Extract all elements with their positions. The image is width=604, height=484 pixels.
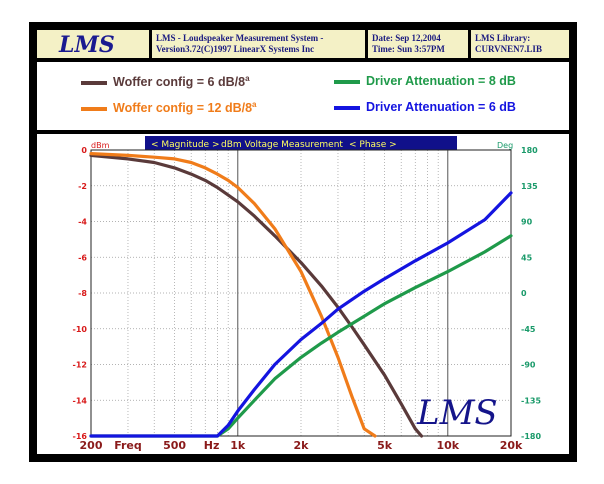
legend-item-driver-6db: Driver Attenuation = 6 dB — [334, 100, 516, 114]
right-tick-label: 45 — [521, 253, 533, 262]
x-tick-label: 5k — [377, 439, 393, 452]
header-title: LMS - Loudspeaker Measurement System - V… — [152, 30, 365, 58]
lms-logo-icon: LMS — [58, 32, 115, 58]
series-line-2 — [89, 152, 377, 438]
magnitude-label: < Magnitude > — [151, 140, 219, 150]
right-tick-label: -45 — [521, 325, 536, 334]
right-tick-label: 180 — [521, 146, 538, 155]
left-tick-label: 0 — [81, 146, 87, 155]
legend-label: Woffer config = 12 dB/8 — [113, 101, 253, 116]
x-tick-label: Freq — [114, 439, 142, 452]
left-tick-label: -6 — [78, 253, 87, 262]
right-tick-label: -90 — [521, 361, 536, 370]
left-tick-label: -14 — [73, 396, 88, 405]
measurement-label: dBm Voltage Measurement — [221, 140, 343, 150]
legend-item-driver-8db: Driver Attenuation = 8 dB — [334, 74, 516, 88]
library-label: LMS Library: — [475, 33, 531, 43]
plot-area: < Magnitude > dBm Voltage Measurement < … — [37, 134, 569, 454]
legend-label: Woffer config = 6 dB/8 — [113, 75, 246, 90]
legend-superscript: a — [245, 74, 250, 83]
legend-swatch — [334, 105, 360, 110]
right-tick-label: 90 — [521, 218, 533, 227]
x-tick-label: 20k — [500, 439, 523, 452]
legend-swatch — [334, 79, 360, 84]
header-date: Date: Sep 12,2004 Time: Sun 3:57PM — [368, 30, 468, 58]
legend-label: Driver Attenuation = 6 dB — [366, 100, 516, 114]
svg-text:LMS: LMS — [58, 33, 115, 55]
plot-header-bar — [145, 136, 457, 150]
x-tick-label: Hz — [204, 439, 220, 452]
left-tick-label: -2 — [78, 182, 87, 191]
right-tick-label: 135 — [521, 182, 538, 191]
time-line: Time: Sun 3:57PM — [372, 44, 445, 54]
right-tick-label: 0 — [521, 289, 527, 298]
left-tick-label: -8 — [78, 289, 87, 298]
right-tick-label: -135 — [521, 396, 541, 405]
series-line-1 — [89, 153, 424, 438]
header-library: LMS Library: CURVNEN7.LIB — [471, 30, 569, 58]
date-line: Date: Sep 12,2004 — [372, 33, 441, 43]
legend: Woffer config = 6 dB/8a Woffer config = … — [37, 62, 569, 130]
legend-item-woffer-6db: Woffer config = 6 dB/8a — [81, 74, 250, 89]
left-tick-label: -12 — [73, 361, 87, 370]
x-tick-label: 10k — [436, 439, 459, 452]
legend-item-woffer-12db: Woffer config = 12 dB/8a — [81, 100, 256, 115]
x-tick-label: 2k — [294, 439, 310, 452]
series-line-4 — [89, 191, 513, 438]
phase-label: < Phase > — [349, 140, 397, 150]
legend-superscript: a — [252, 100, 257, 109]
chart-frame: LMS LMS - Loudspeaker Measurement System… — [29, 22, 577, 462]
title-line-2: Version3.72(C)1997 LinearX Systems Inc — [156, 44, 315, 54]
plot-panel — [37, 134, 569, 454]
left-axis-ticks: 0 -2 -4 -6 -8 -10 -12 -14 -16 — [73, 146, 88, 441]
left-tick-label: -10 — [73, 325, 88, 334]
x-axis-ticks: 200 Freq 500 Hz 1k 2k 5k 10k 20k — [80, 439, 523, 452]
legend-label: Driver Attenuation = 8 dB — [366, 74, 516, 88]
x-tick-label: 500 — [163, 439, 186, 452]
library-name: CURVNEN7.LIB — [475, 44, 542, 54]
right-tick-label: -180 — [521, 432, 541, 441]
left-tick-label: -4 — [78, 218, 87, 227]
header-logo: LMS — [37, 30, 149, 58]
right-axis-ticks: 180 135 90 45 0 -45 -90 -135 -180 — [521, 146, 541, 441]
x-tick-label: 1k — [230, 439, 246, 452]
left-unit-label: dBm — [91, 141, 110, 150]
watermark-logo: LMS — [416, 393, 498, 433]
legend-swatch — [81, 80, 107, 85]
legend-swatch — [81, 106, 107, 111]
x-tick-label: 200 — [80, 439, 103, 452]
right-unit-label: Deg — [497, 141, 513, 150]
left-tick-label: -16 — [73, 432, 88, 441]
plot-border — [90, 149, 512, 437]
series-lines — [89, 152, 513, 438]
title-line-1: LMS - Loudspeaker Measurement System - — [156, 33, 324, 43]
